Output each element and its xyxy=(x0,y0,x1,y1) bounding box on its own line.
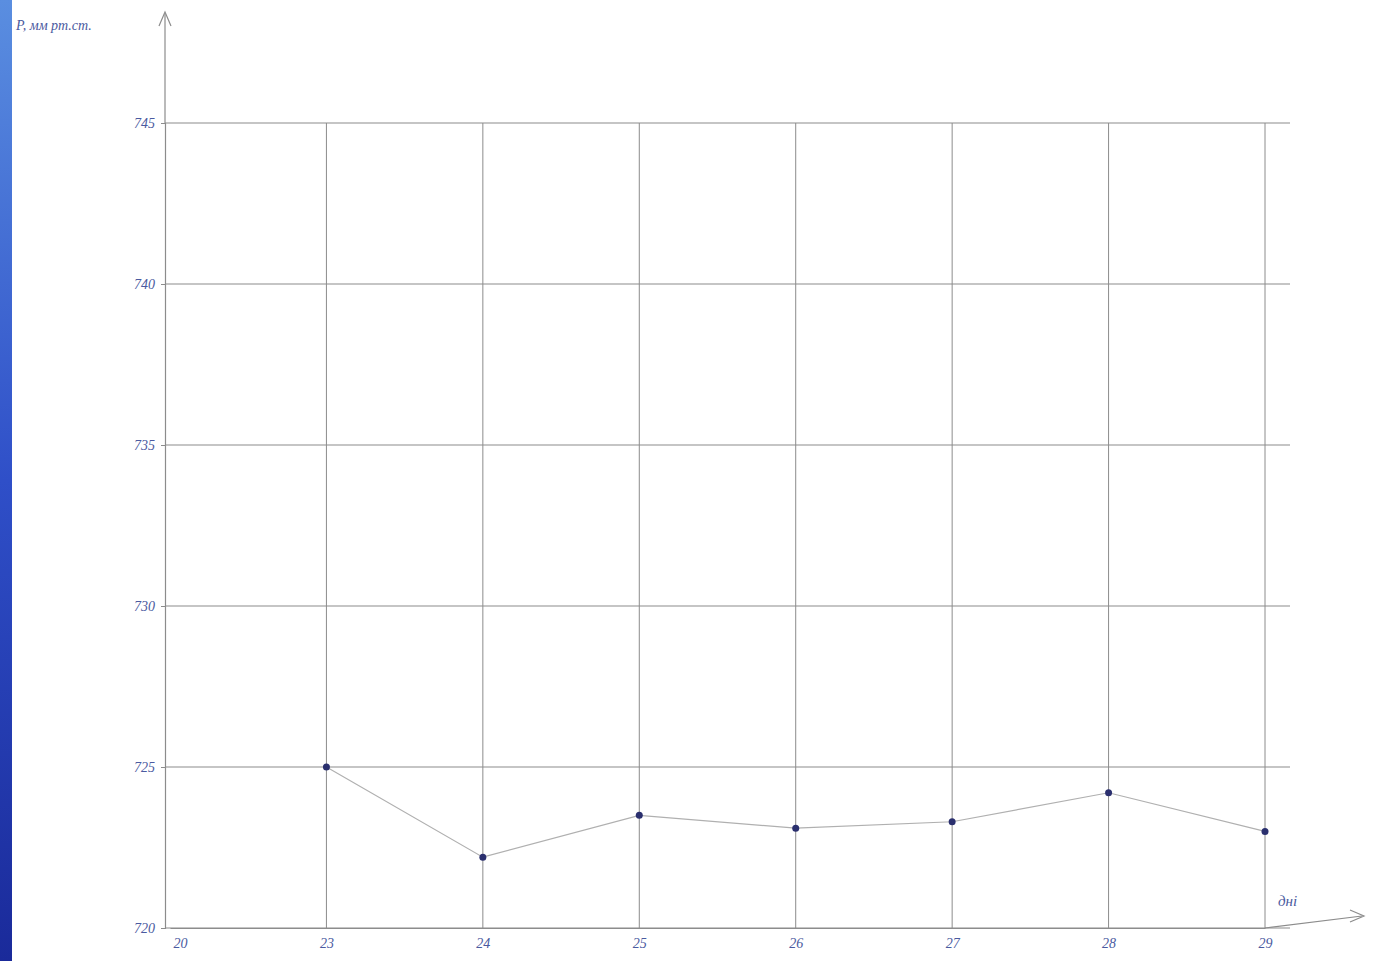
tick: 23 xyxy=(320,936,334,951)
chart: 720 725 730 735 740 745 20 23 24 25 26 27 28 29 P, мм … xyxy=(0,0,1378,961)
tick: 745 xyxy=(134,116,165,131)
tick-mark xyxy=(161,284,165,285)
grid-line-x xyxy=(1108,123,1109,928)
tick: 720 xyxy=(134,921,165,936)
line xyxy=(326,767,1265,857)
tick: 725 xyxy=(134,760,165,775)
axis-arrow xyxy=(1265,916,1362,928)
tick-label: 745 xyxy=(134,116,155,131)
y-axis: 720 725 730 735 740 745 xyxy=(134,116,166,936)
x-axis: 20 23 24 25 26 27 28 29 xyxy=(171,929,1273,951)
tick-label: 23 xyxy=(320,936,334,951)
tick: 29 xyxy=(1259,936,1273,951)
background-strip xyxy=(0,0,12,961)
tick: 735 xyxy=(134,438,165,453)
tick-label: 720 xyxy=(134,921,155,936)
grid-line-x xyxy=(639,123,640,928)
grid-line-y xyxy=(165,444,1290,445)
point xyxy=(949,818,956,825)
grid-line-y xyxy=(165,605,1290,606)
tick-mark xyxy=(161,767,165,768)
grid-line-x xyxy=(326,123,327,928)
tick-mark xyxy=(161,606,165,607)
tick-label: 29 xyxy=(1259,936,1273,951)
marks xyxy=(323,764,1269,861)
tick-label: 740 xyxy=(134,277,155,292)
grid-line-y xyxy=(165,283,1290,284)
tick: 24 xyxy=(476,936,490,951)
axis-arrow xyxy=(164,14,165,123)
point xyxy=(1105,789,1112,796)
point xyxy=(636,812,643,819)
tick: 28 xyxy=(1102,936,1116,951)
axis-line xyxy=(171,928,1266,929)
grid-line-y xyxy=(165,927,1290,928)
point xyxy=(323,764,330,771)
grid-line-x xyxy=(952,123,953,928)
tick: 740 xyxy=(134,277,165,292)
y-axis-title: P, мм рт.ст. xyxy=(15,18,92,33)
grid-line-y xyxy=(165,122,1290,123)
tick-label: 735 xyxy=(134,438,155,453)
tick: 27 xyxy=(946,936,961,951)
tick-mark xyxy=(161,123,165,124)
axis-arrow xyxy=(159,12,171,26)
tick-label: 26 xyxy=(789,936,803,951)
tick: 730 xyxy=(134,599,165,614)
tick-label: 725 xyxy=(134,760,155,775)
grid xyxy=(165,123,1290,928)
point xyxy=(1262,828,1269,835)
tick-label: 730 xyxy=(134,599,155,614)
tick: 26 xyxy=(789,936,803,951)
tick-mark xyxy=(161,928,165,929)
grid-line-y xyxy=(165,766,1290,767)
tick-label: 20 xyxy=(174,936,188,951)
grid-line-x xyxy=(1265,123,1266,928)
grid-line-x xyxy=(482,123,483,928)
tick-label: 28 xyxy=(1102,936,1116,951)
tick-mark xyxy=(161,445,165,446)
tick-label: 25 xyxy=(633,936,647,951)
point xyxy=(792,825,799,832)
axis-arrow xyxy=(1350,910,1364,922)
axis-line xyxy=(161,124,166,929)
tick-label: 27 xyxy=(946,936,961,951)
grid-line-x xyxy=(795,123,796,928)
x-axis-title: дні xyxy=(1278,893,1297,909)
tick-label: 24 xyxy=(476,936,490,951)
tick: 20 xyxy=(174,936,188,951)
point xyxy=(479,854,486,861)
tick: 25 xyxy=(633,936,647,951)
